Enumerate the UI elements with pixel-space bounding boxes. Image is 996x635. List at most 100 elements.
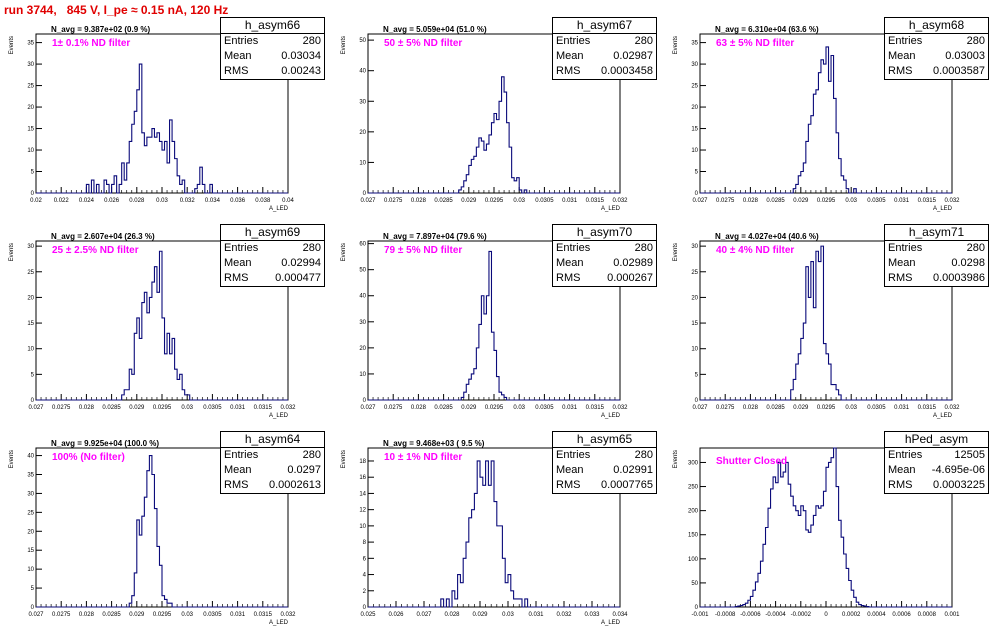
y-tick-label: 5 [695, 372, 699, 378]
histogram-name: h_asym66 [221, 18, 324, 34]
x-tick-label: 0.027 [360, 405, 376, 411]
x-tick-label: 0.0275 [384, 405, 403, 411]
stat-rms-value: 0.000477 [275, 272, 321, 284]
histogram-plot: 0.027 0.0275 0.028 0.0285 0.029 0.0295 0.03 0.0… [341, 240, 628, 419]
x-tick-label: 0.0295 [817, 405, 836, 411]
filter-label: 63 ± 5% ND filter [716, 38, 795, 49]
y-tick-label: 35 [27, 473, 34, 479]
stat-rms-row: RMS 0.000267 [553, 271, 656, 286]
x-tick-label: 0.029 [129, 405, 145, 411]
x-tick-label: 0.029 [472, 612, 488, 618]
plot-frame [367, 447, 621, 608]
y-tick-label: 40 [359, 294, 366, 300]
stat-entries-label: Entries [556, 242, 591, 254]
y-axis-label: Events [673, 243, 679, 261]
x-tick-label: 0.0315 [254, 405, 273, 411]
stat-entries-value: 280 [302, 35, 321, 47]
stat-entries-value: 280 [634, 35, 653, 47]
histogram-panel: 0.027 0.0275 0.028 0.0285 0.029 0.0295 0.03 0.0… [332, 14, 664, 221]
stats-box: h_asym68 Entries 280 Mean 0.03003 RMS 0.000358… [884, 17, 989, 80]
x-tick-label: 0.03 [502, 612, 514, 618]
x-tick-label: 0.0295 [817, 198, 836, 204]
y-tick-label: 0 [695, 191, 699, 197]
y-tick-label: 10 [359, 160, 366, 166]
stat-mean-label: Mean [888, 50, 916, 62]
y-tick-label: 20 [359, 130, 366, 136]
y-tick-label: 10 [27, 347, 34, 353]
y-tick-label: 25 [27, 84, 34, 90]
x-tick-label: 0.0006 [892, 612, 911, 618]
y-axis-label: Events [673, 36, 679, 54]
y-tick-label: 10 [359, 524, 366, 530]
x-axis-label: A_LED [601, 620, 621, 626]
stat-rms-value: 0.0003986 [933, 272, 985, 284]
x-tick-label: 0.028 [743, 405, 759, 411]
histogram-plot: 0.027 0.0275 0.028 0.0285 0.029 0.0295 0.03 0.0… [673, 33, 960, 212]
x-tick-label: 0.0315 [586, 405, 605, 411]
x-tick-label: 0.0305 [203, 612, 222, 618]
x-tick-label: 0.038 [255, 198, 271, 204]
stats-box: h_asym65 Entries 280 Mean 0.02991 RMS 0.000776… [552, 431, 657, 494]
stat-mean-label: Mean [888, 464, 916, 476]
x-tick-label: 0.034 [612, 612, 628, 618]
y-tick-label: 14 [359, 491, 366, 497]
y-tick-label: 5 [31, 586, 35, 592]
x-tick-label: 0.04 [282, 198, 294, 204]
stat-mean-value: 0.02994 [281, 257, 321, 269]
y-tick-label: 20 [27, 529, 34, 535]
y-tick-label: 2 [363, 589, 367, 595]
y-tick-label: 15 [691, 321, 698, 327]
x-tick-label: 0.0305 [535, 405, 554, 411]
x-tick-label: 0.029 [129, 612, 145, 618]
histogram-series [368, 250, 620, 401]
y-tick-label: 35 [27, 41, 34, 47]
x-tick-label: 0.03 [513, 405, 525, 411]
x-tick-label: 0.029 [793, 198, 809, 204]
x-tick-label: 0.0004 [867, 612, 886, 618]
x-tick-label: 0.0305 [867, 198, 886, 204]
stat-mean-label: Mean [556, 464, 584, 476]
stat-mean-label: Mean [556, 50, 584, 62]
stat-mean-row: Mean 0.03034 [221, 49, 324, 64]
stat-entries-value: 12505 [954, 449, 985, 461]
y-tick-label: 20 [691, 105, 698, 111]
filter-label: Shutter Closed [716, 456, 788, 467]
x-tick-label: 0.034 [205, 198, 221, 204]
stat-mean-value: 0.02987 [613, 50, 653, 62]
x-tick-label: 0.0285 [434, 405, 453, 411]
stat-mean-row: Mean 0.03003 [885, 49, 988, 64]
stat-entries-row: Entries 280 [221, 34, 324, 49]
stats-box: h_asym69 Entries 280 Mean 0.02994 RMS 0.000477 [220, 224, 325, 287]
x-tick-label: 0.0275 [52, 612, 71, 618]
histogram-series [368, 76, 620, 194]
x-axis-label: A_LED [933, 206, 953, 212]
stat-entries-label: Entries [888, 449, 923, 461]
x-tick-label: 0.03 [181, 405, 193, 411]
stat-mean-value: -4.695e-06 [931, 464, 985, 476]
histogram-panel: 0.027 0.0275 0.028 0.0285 0.029 0.0295 0.03 0.0… [332, 221, 664, 428]
stats-box: h_asym71 Entries 280 Mean 0.0298 RMS 0.0003986 [884, 224, 989, 287]
x-tick-label: 0.033 [584, 612, 600, 618]
histogram-panel: -0.001 -0.0008 -0.0006 -0.0004 -0.0002 0 0.000… [664, 428, 996, 635]
stat-rms-row: RMS 0.0003225 [885, 478, 988, 493]
histogram-plot: 0.02 0.022 0.024 0.026 0.028 0.03 0.032 0.034 0.… [9, 33, 294, 212]
x-tick-label: 0.031 [230, 612, 246, 618]
y-tick-label: 30 [359, 99, 366, 105]
x-tick-label: 0.027 [360, 198, 376, 204]
stat-rms-label: RMS [224, 272, 249, 284]
x-tick-label: 0.032 [944, 198, 960, 204]
y-tick-label: 30 [27, 62, 34, 68]
stat-mean-value: 0.03034 [281, 50, 321, 62]
x-tick-label: 0.001 [944, 612, 960, 618]
histogram-name: h_asym68 [885, 18, 988, 34]
x-tick-label: 0.032 [180, 198, 196, 204]
x-tick-label: 0.027 [692, 405, 708, 411]
y-tick-label: 0 [31, 605, 35, 611]
stat-mean-label: Mean [224, 464, 252, 476]
stats-box: h_asym70 Entries 280 Mean 0.02989 RMS 0.000267 [552, 224, 657, 287]
y-axis-label: Events [341, 450, 347, 468]
stat-mean-value: 0.0297 [287, 464, 321, 476]
y-tick-label: 200 [688, 509, 699, 515]
stat-entries-value: 280 [302, 242, 321, 254]
histogram-panel: 0.025 0.026 0.027 0.028 0.029 0.03 0.031 0.032 0… [332, 428, 664, 635]
